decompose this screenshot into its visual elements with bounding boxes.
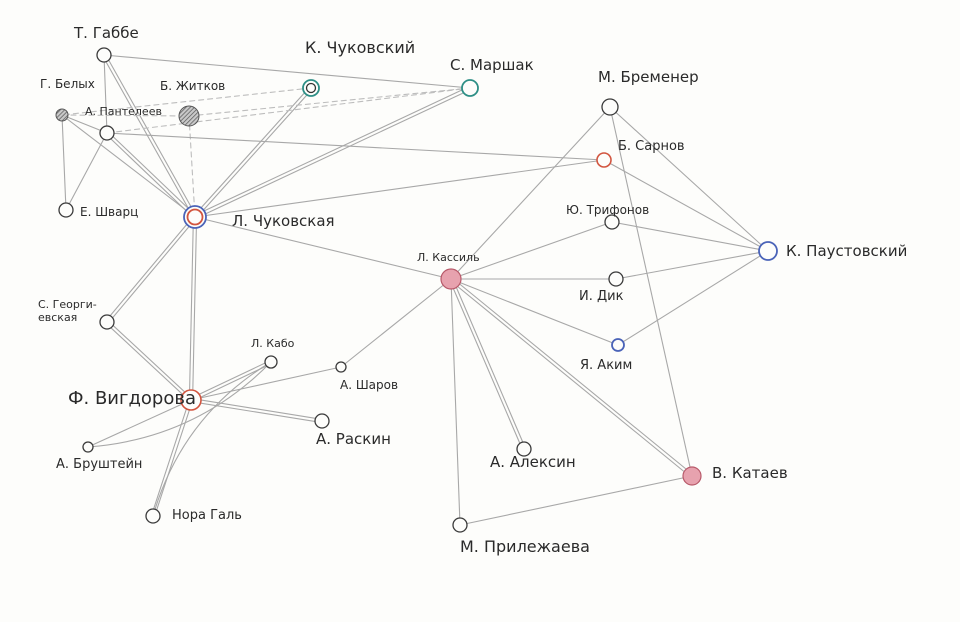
label-kassil: Л. Кассиль — [417, 251, 480, 264]
label-belykh: Г. Белых — [40, 77, 95, 91]
edge-zhitkov-marshak — [188, 87, 471, 117]
label-bremener: М. Бременер — [598, 68, 699, 86]
edges-layer — [61, 53, 769, 526]
label-kchukovsky: К. Чуковский — [305, 38, 415, 57]
label-raskin: А. Раскин — [316, 430, 391, 448]
node-aleksin[interactable] — [516, 441, 532, 457]
label-marshak: С. Маршак — [450, 56, 534, 74]
edge-gabbe-marshak — [103, 54, 471, 89]
node-lchukovskaya[interactable] — [183, 205, 207, 229]
edge-akim-paustovsky — [617, 250, 769, 346]
edge-lchukovskaya-vigdorova — [188, 216, 198, 401]
node-panteleev[interactable] — [99, 125, 115, 141]
edge-vigdorova-brushtein — [87, 399, 192, 448]
edge-kchukovsky-lchukovskaya — [193, 86, 313, 219]
node-kchukovsky[interactable] — [302, 79, 320, 97]
edge-trifonov-paustovsky — [611, 221, 769, 252]
edge-vigdorova-sharov — [190, 366, 342, 401]
edge-belykh-zhitkov — [61, 114, 190, 117]
edge-panteleev-shvarts — [65, 132, 108, 211]
label-shvarts: Е. Шварц — [80, 205, 138, 219]
label-panteleev: А. Пантелеев — [85, 105, 162, 118]
edge-kassil-akim — [450, 278, 619, 346]
label-kabo: Л. Кабо — [251, 337, 295, 350]
edge-kassil-bremener — [450, 106, 611, 280]
edge-zhitkov-lchukovskaya — [188, 115, 196, 218]
edge-dik-paustovsky — [615, 250, 769, 280]
node-vigdorova[interactable] — [180, 389, 202, 411]
edge-panteleev-belykh — [61, 114, 108, 134]
node-raskin[interactable] — [314, 413, 330, 429]
edge-kabo-galь — [152, 361, 272, 517]
edge-kassil-prilezhaeva — [450, 278, 461, 526]
edge-vigdorova-raskin — [190, 397, 323, 424]
node-kassil[interactable] — [440, 268, 462, 290]
edge-marshak-panteleev — [106, 87, 471, 134]
edge-belykh-shvarts — [61, 114, 67, 211]
edge-lchukovskaya-georgievskaya — [105, 215, 197, 324]
node-prilezhaeva[interactable] — [452, 517, 468, 533]
edge-panteleev-lchukovskaya — [105, 131, 197, 219]
edge-georgievskaya-vigdorova — [105, 320, 193, 402]
edge-brushtein-kabo — [87, 361, 272, 448]
label-sharov: А. Шаров — [340, 378, 398, 392]
node-paustovsky[interactable] — [758, 241, 778, 261]
node-marshak[interactable] — [461, 79, 479, 97]
label-gabbe: Т. Габбе — [73, 24, 139, 42]
node-zhitkov[interactable] — [178, 105, 200, 127]
node-galь[interactable] — [145, 508, 161, 524]
edge-panteleev-sarnov — [106, 132, 605, 161]
label-lchukovskaya: Л. Чуковская — [232, 212, 335, 230]
label-dik: И. Дик — [579, 289, 624, 304]
node-sharov[interactable] — [335, 361, 347, 373]
edge-kassil-kataev — [449, 277, 694, 478]
label-aleksin: А. Алексин — [490, 453, 576, 471]
label-prilezhaeva: М. Прилежаева — [460, 537, 590, 556]
nodes-layer — [55, 47, 778, 533]
edge-kataev-prilezhaeva — [459, 475, 693, 526]
node-georgievskaya[interactable] — [99, 314, 115, 330]
label-sarnov: Б. Сарнов — [618, 139, 685, 154]
label-paustovsky: К. Паустовский — [786, 242, 907, 260]
node-trifonov[interactable] — [604, 214, 620, 230]
edge-bremener-paustovsky — [609, 106, 769, 252]
label-kataev: В. Катаев — [712, 464, 788, 482]
node-dik[interactable] — [608, 271, 624, 287]
edge-kassil-sharov — [340, 278, 452, 368]
labels-layer: Т. Габбе К. Чуковский С. Маршак Г. Белых Б. … — [38, 24, 907, 556]
node-belykh[interactable] — [55, 108, 69, 122]
label-trifonov: Ю. Трифонов — [566, 203, 649, 217]
edge-kchukovsky-belykh — [61, 87, 312, 116]
label-brushtein: А. Бруштейн — [56, 457, 142, 472]
edge-lchukovskaya-kassil — [194, 216, 452, 280]
node-brushtein[interactable] — [82, 441, 94, 453]
edge-lchukovskaya-sarnov — [194, 159, 605, 218]
label-georgievskaya: С. Георги-евская — [38, 298, 97, 324]
edge-kassil-trifonov — [450, 221, 613, 280]
edge-gabbe-panteleev — [103, 54, 108, 134]
node-bremener[interactable] — [601, 98, 619, 116]
edge-belykh-lchukovskaya — [61, 114, 196, 218]
label-galь: Нора Галь — [172, 508, 242, 523]
node-akim[interactable] — [611, 338, 625, 352]
label-akim: Я. Аким — [580, 358, 632, 373]
edge-sarnov-paustovsky — [603, 159, 769, 252]
edge-bremener-kataev — [609, 106, 693, 477]
node-sarnov[interactable] — [596, 152, 612, 168]
edge-vigdorova-galь — [150, 398, 194, 518]
label-zhitkov: Б. Житков — [160, 79, 225, 93]
node-kataev[interactable] — [682, 466, 702, 486]
node-gabbe[interactable] — [96, 47, 112, 63]
label-vigdorova: Ф. Вигдорова — [68, 388, 196, 409]
edge-kassil-aleksin — [448, 277, 527, 451]
node-shvarts[interactable] — [58, 202, 74, 218]
edge-marshak-lchukovskaya — [193, 86, 472, 219]
node-kabo[interactable] — [264, 355, 278, 369]
